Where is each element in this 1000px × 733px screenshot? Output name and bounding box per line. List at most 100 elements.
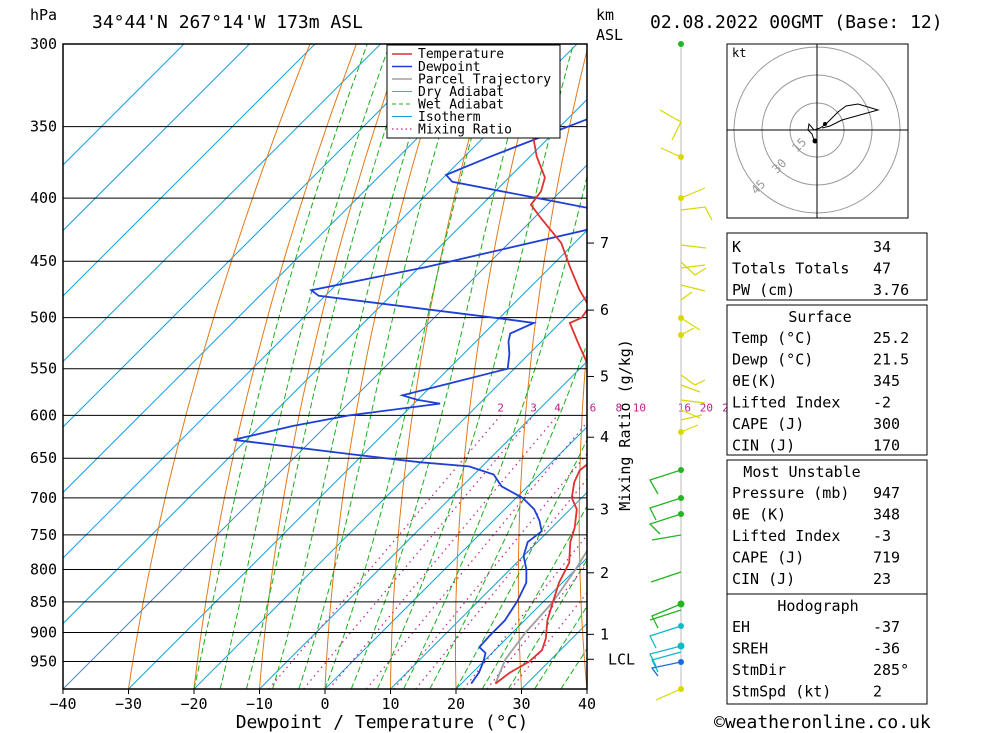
legend-dry-adiabat: Dry Adiabat: [418, 85, 504, 100]
height-tick-label: 7: [600, 234, 609, 252]
pw-value: 3.76: [873, 281, 909, 299]
surface-li-value: -2: [873, 394, 891, 412]
mu-pressure-value: 947: [873, 484, 900, 502]
isotherm-line: [63, 44, 185, 166]
dry-adiabat-line: [958, 44, 1000, 689]
hodograph: kt 15 30 45: [726, 43, 909, 219]
isotherm-line: [127, 229, 587, 689]
surface-cin-label: CIN (J): [732, 437, 795, 455]
mixing-ratio-label: 4: [554, 401, 561, 414]
k-index-label: K: [732, 238, 741, 256]
wet-adiabat-line: [298, 44, 468, 689]
temperature-tick-labels: −40 −30 −20 −10 0 10 20 30 40: [49, 689, 596, 713]
wet-adiabat-line: [193, 44, 368, 689]
isotherm-line: [63, 44, 447, 428]
mu-cape-value: 719: [873, 549, 900, 567]
mixing-ratio-label: 8: [615, 401, 622, 414]
stmspd-value: 2: [873, 683, 882, 701]
isotherm-line: [63, 44, 251, 232]
isotherm-line: [389, 491, 587, 689]
legend-temperature: Temperature: [418, 47, 504, 62]
upper-wind-barbs: [659, 109, 713, 433]
pressure-tick-label: 950: [30, 653, 57, 671]
pressure-tick-label: 400: [30, 189, 57, 207]
temperature-line: [494, 44, 587, 685]
mid-wind-barbs: [648, 469, 682, 629]
height-tick-label: LCL: [608, 650, 635, 668]
legend-wet-adiabat: Wet Adiabat: [418, 98, 504, 113]
dry-adiabat-line: [695, 44, 728, 689]
wet-adiabat-line: [403, 174, 587, 689]
mixing-ratio-label: 16: [678, 401, 691, 414]
credit-link[interactable]: ©weatheronline.co.uk: [714, 712, 931, 733]
height-tick-label: 3: [600, 500, 609, 518]
x-axis-title: Dewpoint / Temperature (°C): [236, 712, 529, 733]
totals-totals-label: Totals Totals: [732, 260, 849, 278]
mu-cin-label: CIN (J): [732, 570, 795, 588]
mixing-ratio-label: 3: [530, 401, 537, 414]
mixing-ratio-label: 10: [633, 401, 646, 414]
height-tick-label: 4: [600, 428, 609, 446]
mu-cin-value: 23: [873, 570, 891, 588]
temperature-tick-label: −20: [180, 695, 207, 713]
height-tick-label: 1: [600, 625, 609, 643]
mu-theta-label: θE (K): [732, 506, 786, 524]
mixing-ratio-label: 6: [590, 401, 597, 414]
dry-adiabat-line: [324, 44, 450, 689]
parcel-trajectory-line: [494, 549, 587, 684]
mu-theta-value: 348: [873, 506, 900, 524]
most-unstable-title: Most Unstable: [743, 463, 860, 481]
height-unit-asl-label: ASL: [596, 26, 623, 44]
dry-adiabat-line: [128, 44, 311, 689]
wet-adiabat-line: [481, 505, 587, 689]
dry-adiabat-line: [638, 44, 681, 689]
wet-adiabat-line: [429, 342, 587, 689]
temperature-tick-label: −10: [246, 695, 273, 713]
surface-theta-value: 345: [873, 372, 900, 390]
temperature-tick-label: 20: [447, 695, 465, 713]
pressure-tick-label: 500: [30, 309, 57, 327]
legend-isotherm: Isotherm: [418, 110, 481, 125]
surface-cape-label: CAPE (J): [732, 415, 804, 433]
k-index-value: 34: [873, 238, 891, 256]
mu-li-label: Lifted Index: [732, 527, 840, 545]
pw-label: PW (cm): [732, 281, 795, 299]
temperature-tick-label: 0: [320, 695, 329, 713]
wet-adiabat-line: [507, 558, 587, 689]
height-tick-label: 2: [600, 564, 609, 582]
mixing-ratio-label: 2: [497, 401, 504, 414]
hodograph-box-title: Hodograph: [777, 597, 858, 615]
isotherm-line: [258, 360, 587, 689]
mixing-ratio-axis-title: Mixing Ratio (g/kg): [616, 339, 634, 511]
indices-panel: K 34 Totals Totals 47 PW (cm) 3.76 Surfa…: [726, 232, 928, 705]
totals-totals-value: 47: [873, 260, 891, 278]
pressure-tick-label: 850: [30, 593, 57, 611]
height-tick-label: 6: [600, 301, 609, 319]
wind-level-dots: [677, 41, 685, 692]
temperature-tick-label: 30: [512, 695, 530, 713]
mu-cape-label: CAPE (J): [732, 549, 804, 567]
pressure-unit-label: hPa: [30, 6, 57, 24]
temperature-tick-label: 40: [578, 695, 596, 713]
legend-parcel: Parcel Trajectory: [418, 73, 551, 88]
sreh-label: SREH: [732, 640, 768, 658]
eh-value: -37: [873, 618, 900, 636]
low-wind-barbs: [649, 625, 682, 673]
isotherm-line: [193, 295, 587, 689]
pressure-tick-label: 450: [30, 252, 57, 270]
hodograph-trace: [807, 103, 880, 141]
wet-adiabat-line: [350, 44, 534, 689]
surface-title: Surface: [788, 308, 851, 326]
temperature-tick-label: 10: [381, 695, 399, 713]
wind-barbs: [648, 41, 713, 701]
surface-li-label: Lifted Index: [732, 394, 840, 412]
height-tick-label: 5: [600, 368, 609, 386]
mixing-ratio-line: [268, 414, 502, 689]
pressure-tick-label: 750: [30, 526, 57, 544]
pressure-tick-label: 550: [30, 360, 57, 378]
temperature-tick-label: −30: [115, 695, 142, 713]
stmdir-label: StmDir: [732, 661, 786, 679]
sounding-datetime: 02.08.2022 00GMT (Base: 12): [650, 12, 943, 33]
temperature-tick-label: −40: [49, 695, 76, 713]
